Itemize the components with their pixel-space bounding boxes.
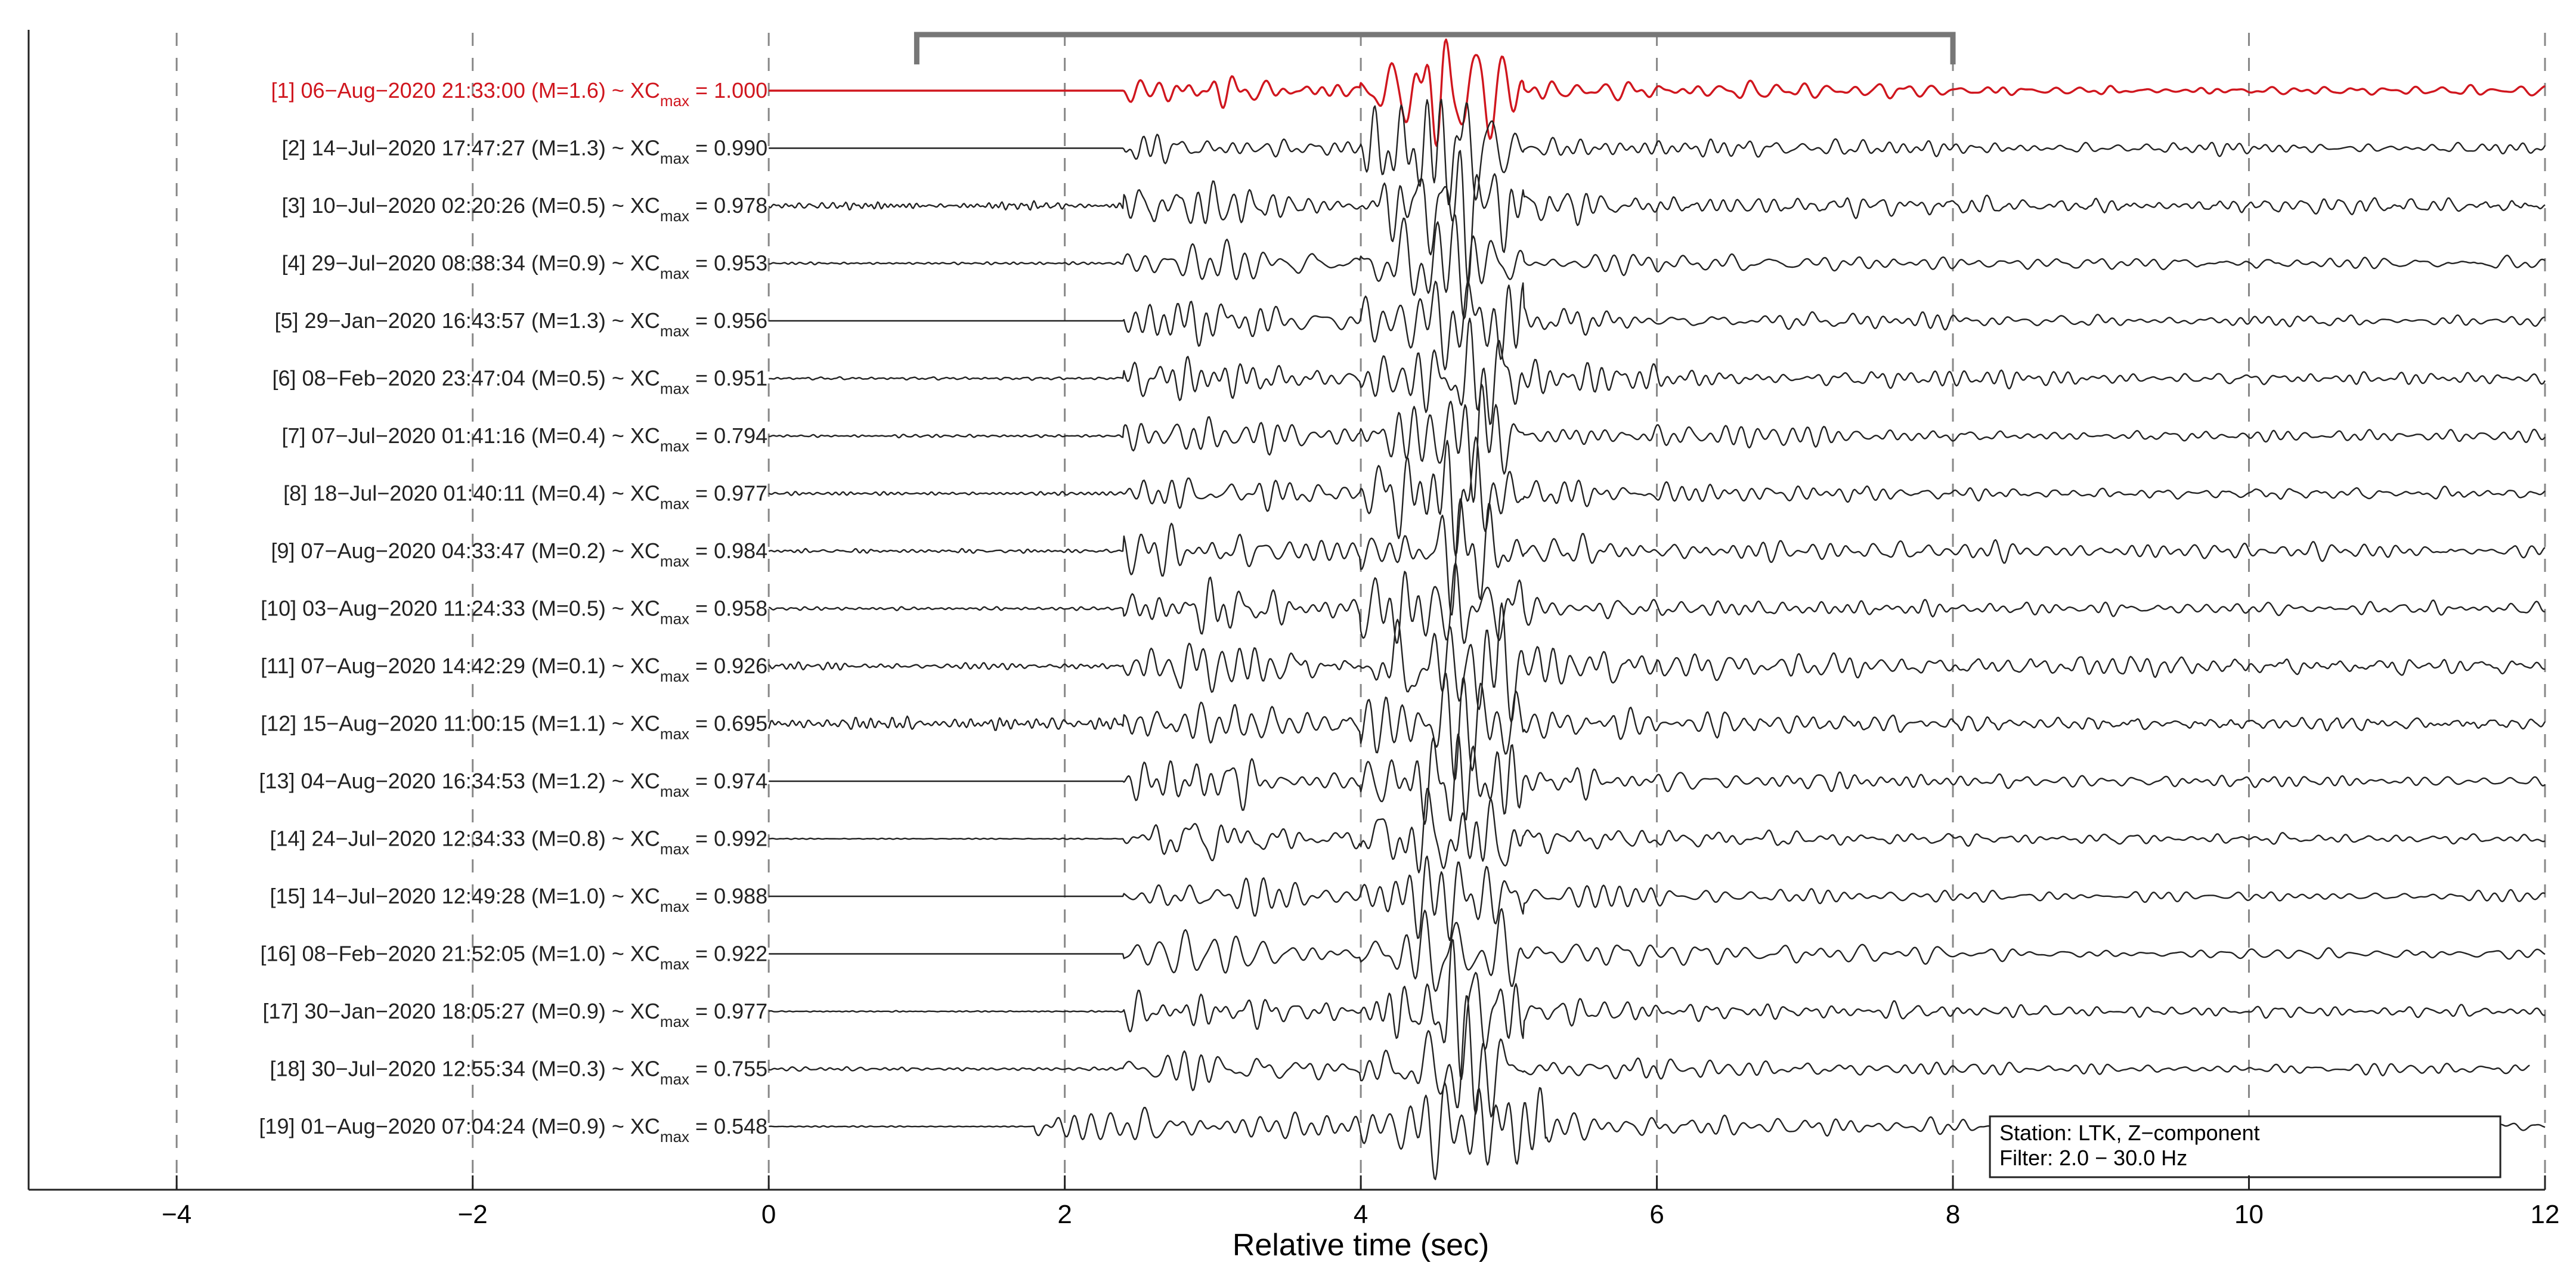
waveform-trace-11 <box>768 602 2546 723</box>
waveform-trace-12 <box>768 673 2546 781</box>
waveform-trace-7 <box>769 383 2546 503</box>
trace-label-16: [16] 08−Feb−2020 21:52:05 (M=1.0) ~ XCma… <box>260 942 767 973</box>
trace-label-9: [9] 07−Aug−2020 04:33:47 (M=0.2) ~ XCmax… <box>271 539 767 570</box>
waveform-trace-2 <box>769 98 2546 206</box>
time-window-bracket <box>914 32 1956 64</box>
trace-label-1: [1] 06−Aug−2020 21:33:00 (M=1.6) ~ XCmax… <box>271 78 767 110</box>
trace-labels: [1] 06−Aug−2020 21:33:00 (M=1.6) ~ XCmax… <box>259 78 767 1146</box>
waveform-trace-15 <box>769 855 2546 942</box>
x-tick-label: 6 <box>1649 1200 1664 1229</box>
waveform-trace-14 <box>769 788 2546 874</box>
waveform-trace-18 <box>768 995 2530 1118</box>
trace-label-6: [6] 08−Feb−2020 23:47:04 (M=0.5) ~ XCmax… <box>272 366 767 398</box>
trace-label-5: [5] 29−Jan−2020 16:43:57 (M=1.3) ~ XCmax… <box>274 308 767 340</box>
waveform-trace-6 <box>769 317 2546 425</box>
trace-label-12: [12] 15−Aug−2020 11:00:15 (M=1.1) ~ XCma… <box>261 711 767 743</box>
trace-label-4: [4] 29−Jul−2020 08:38:34 (M=0.9) ~ XCmax… <box>281 251 767 283</box>
waveform-trace-13 <box>769 734 2546 825</box>
x-tick-label: 4 <box>1354 1200 1368 1229</box>
waveform-trace-9 <box>768 498 2546 616</box>
trace-label-17: [17] 30−Jan−2020 18:05:27 (M=0.9) ~ XCma… <box>262 999 767 1030</box>
x-axis-title: Relative time (sec) <box>1233 1228 1490 1262</box>
x-axis: −4 −2 0 2 4 6 8 10 12 <box>27 30 2560 1229</box>
waveform-trace-10 <box>769 562 2545 644</box>
waveform-trace-16 <box>769 908 2546 992</box>
trace-label-8: [8] 18−Jul−2020 01:40:11 (M=0.4) ~ XCmax… <box>283 481 767 513</box>
trace-label-3: [3] 10−Jul−2020 02:20:26 (M=0.5) ~ XCmax… <box>281 193 767 225</box>
waveform-trace-5 <box>769 280 2545 370</box>
trace-label-11: [11] 07−Aug−2020 14:42:29 (M=0.1) ~ XCma… <box>261 654 767 685</box>
x-tick-label: 8 <box>1946 1200 1960 1229</box>
x-tick-label: 0 <box>761 1200 776 1229</box>
x-tick-label: 12 <box>2531 1200 2560 1229</box>
info-filter-text: Filter: 2.0 − 30.0 Hz <box>1999 1146 2187 1170</box>
waveform-trace-1 <box>769 38 2546 147</box>
x-tick-label: 10 <box>2234 1200 2264 1229</box>
trace-label-14: [14] 24−Jul−2020 12:34:33 (M=0.8) ~ XCma… <box>270 827 767 858</box>
trace-label-13: [13] 04−Aug−2020 16:34:53 (M=1.2) ~ XCma… <box>259 769 767 800</box>
waveform-trace-3 <box>768 150 2546 284</box>
trace-label-10: [10] 03−Aug−2020 11:24:33 (M=0.5) ~ XCma… <box>261 596 767 628</box>
trace-label-18: [18] 30−Jul−2020 12:55:34 (M=0.3) ~ XCma… <box>270 1057 767 1088</box>
info-box: Station: LTK, Z−component Filter: 2.0 − … <box>1989 1115 2501 1178</box>
info-box-frame <box>1989 1115 2501 1178</box>
trace-label-19: [19] 01−Aug−2020 07:04:24 (M=0.9) ~ XCma… <box>259 1114 767 1146</box>
waveform-traces <box>768 38 2546 1180</box>
x-tick-label: −2 <box>458 1200 488 1229</box>
trace-label-15: [15] 14−Jul−2020 12:49:28 (M=1.0) ~ XCma… <box>270 884 767 915</box>
trace-label-2: [2] 14−Jul−2020 17:47:27 (M=1.3) ~ XCmax… <box>281 136 767 168</box>
waveform-trace-17 <box>768 939 2546 1080</box>
waveform-trace-8 <box>768 436 2546 557</box>
x-tick-label: 2 <box>1057 1200 1072 1229</box>
waveform-trace-4 <box>768 213 2546 320</box>
x-tick-label: −4 <box>162 1200 191 1229</box>
info-station-text: Station: LTK, Z−component <box>1999 1121 2260 1145</box>
trace-label-7: [7] 07−Jul−2020 01:41:16 (M=0.4) ~ XCmax… <box>281 423 767 455</box>
